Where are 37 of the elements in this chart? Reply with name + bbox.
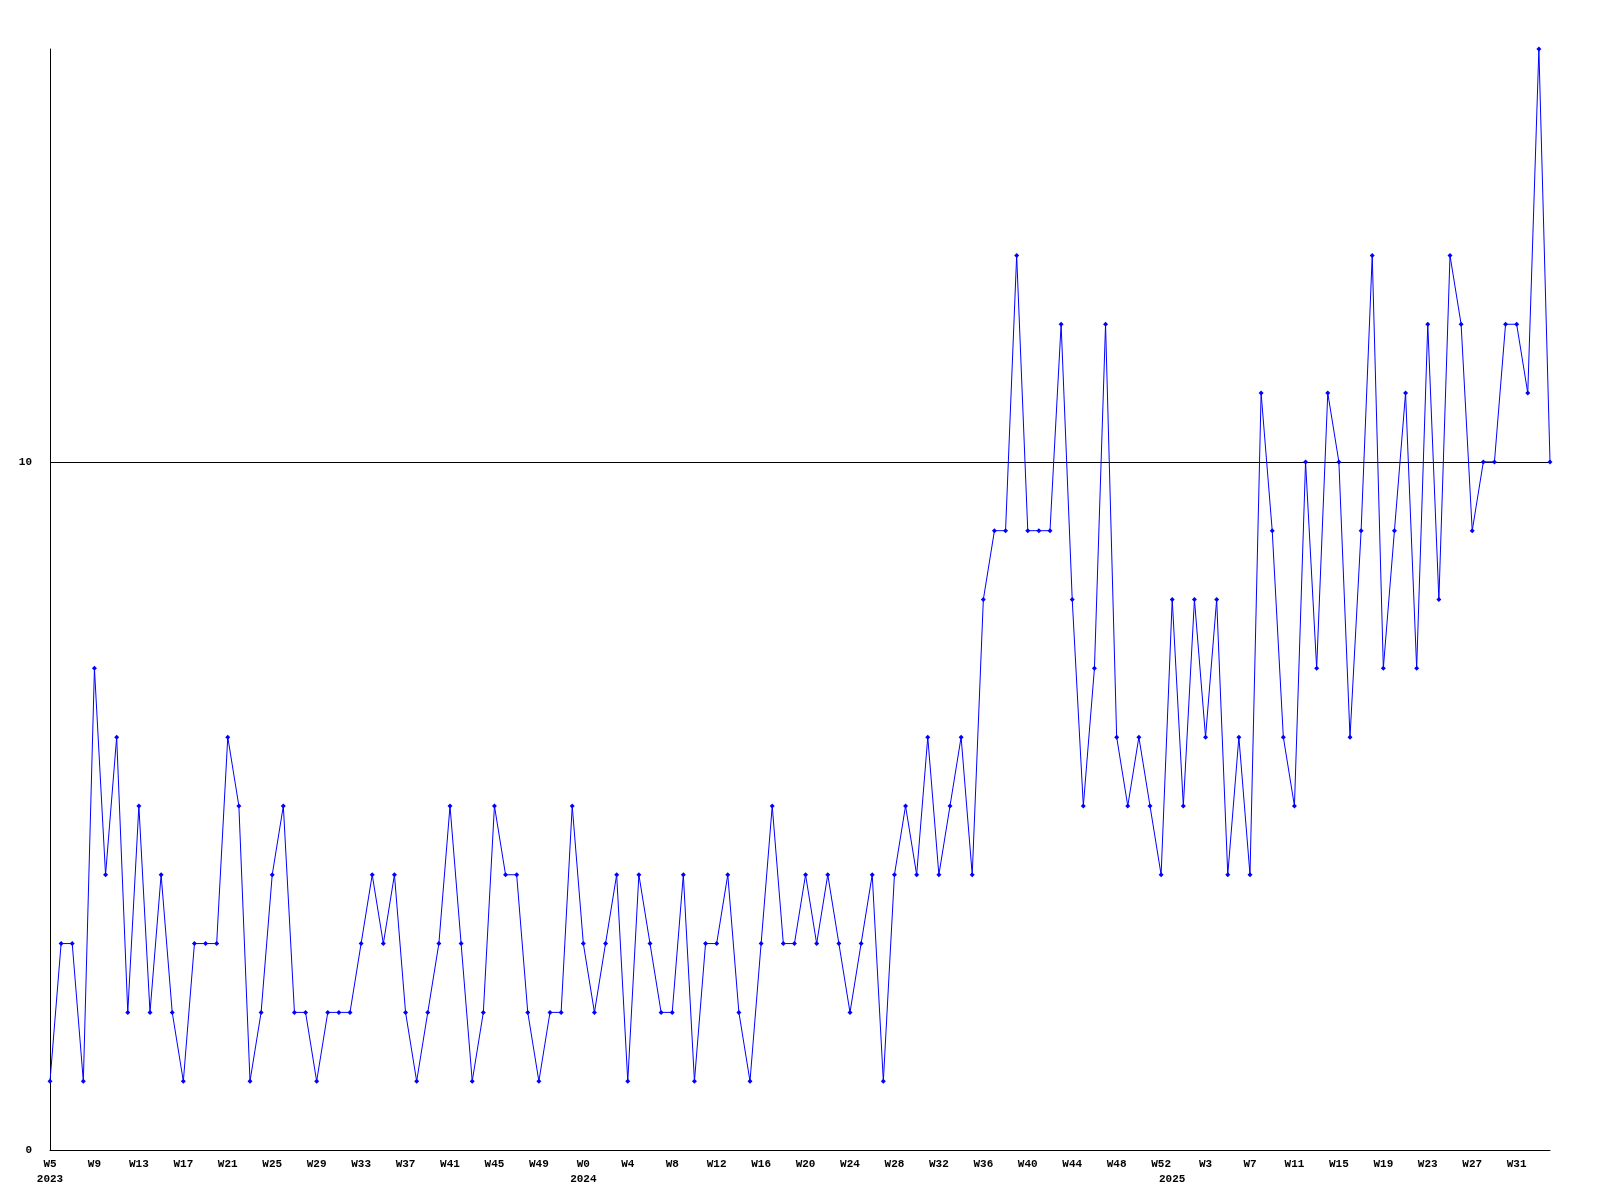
x-tick-label: W36 xyxy=(973,1157,994,1170)
x-tick-label: W19 xyxy=(1373,1157,1394,1170)
x-tick-label: W21 xyxy=(217,1157,239,1170)
x-tick-label: W49 xyxy=(528,1157,549,1170)
x-tick-label: W48 xyxy=(1106,1157,1127,1170)
x-tick-label: W15 xyxy=(1328,1157,1350,1170)
x-tick-label: W27 xyxy=(1462,1157,1483,1170)
x-tick-label: W5 2023 xyxy=(36,1157,64,1185)
x-tick-label: W31 xyxy=(1506,1157,1527,1170)
x-tick-label: W11 xyxy=(1284,1157,1305,1170)
x-tick-label: W29 xyxy=(306,1157,327,1170)
x-tick-label: W7 xyxy=(1243,1157,1257,1170)
x-tick-label: W28 xyxy=(884,1157,905,1170)
x-tick-label: W8 xyxy=(665,1157,680,1170)
x-tick-label: W3 xyxy=(1198,1157,1213,1170)
x-tick-label: W40 xyxy=(1017,1157,1038,1170)
x-tick-label: W17 xyxy=(173,1157,194,1170)
x-tick-label: W20 xyxy=(795,1157,816,1170)
x-tick-label: W25 xyxy=(262,1157,283,1170)
x-tick-label: W4 xyxy=(621,1157,635,1170)
x-tick-label: W37 xyxy=(395,1157,416,1170)
x-tick-label: W13 xyxy=(128,1157,150,1170)
x-tick-label: W41 xyxy=(440,1157,461,1170)
x-tick-label: W45 xyxy=(484,1157,505,1170)
x-tick-label: W23 xyxy=(1417,1157,1439,1170)
x-tick-label: 2025 xyxy=(1159,1172,1186,1185)
x-tick-label: W33 xyxy=(351,1157,372,1170)
x-tick-label: W24 xyxy=(840,1157,861,1170)
x-tick-label: W32 xyxy=(928,1157,949,1170)
y-tick-label: 10 xyxy=(18,455,32,468)
x-tick-label: W44 xyxy=(1062,1157,1083,1170)
x-tick-label: W9 xyxy=(87,1157,102,1170)
y-tick-label: 0 xyxy=(25,1144,32,1156)
x-tick-label: W12 xyxy=(706,1157,727,1170)
x-tick-label: W0 2024 xyxy=(570,1157,597,1185)
x-tick-label: W16 xyxy=(751,1157,772,1170)
x-tick-label: W52 xyxy=(1151,1157,1172,1170)
